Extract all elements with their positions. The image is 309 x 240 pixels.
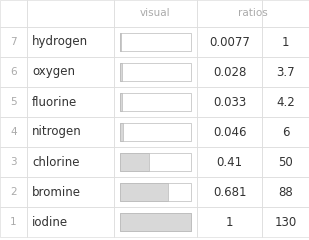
- Bar: [27, 207, 114, 237]
- Text: 0.681: 0.681: [213, 186, 246, 198]
- Text: 0.0077: 0.0077: [209, 36, 250, 48]
- Bar: [114, 147, 197, 177]
- Text: 3: 3: [10, 157, 17, 167]
- Text: 5: 5: [10, 97, 17, 107]
- Bar: [27, 117, 114, 147]
- Bar: [0, 207, 27, 237]
- Bar: [120, 63, 191, 81]
- Text: 1: 1: [282, 36, 289, 48]
- Text: 6: 6: [282, 126, 289, 138]
- Bar: [0, 27, 27, 57]
- Text: 1: 1: [10, 217, 17, 227]
- Bar: [120, 213, 191, 231]
- Bar: [262, 0, 309, 27]
- Bar: [27, 27, 114, 57]
- Bar: [120, 153, 191, 171]
- Text: visual: visual: [140, 8, 171, 18]
- Bar: [0, 57, 27, 87]
- Bar: [27, 177, 114, 207]
- Bar: [262, 207, 309, 237]
- Text: 130: 130: [274, 216, 297, 228]
- Text: 3.7: 3.7: [276, 66, 295, 78]
- Text: 6: 6: [10, 67, 17, 77]
- Bar: [114, 117, 197, 147]
- Bar: [197, 147, 262, 177]
- Bar: [262, 87, 309, 117]
- Bar: [0, 117, 27, 147]
- Bar: [120, 123, 191, 141]
- Bar: [0, 177, 27, 207]
- Bar: [114, 177, 197, 207]
- Text: hydrogen: hydrogen: [32, 36, 88, 48]
- Bar: [197, 117, 262, 147]
- Bar: [197, 0, 262, 27]
- Bar: [197, 27, 262, 57]
- Text: bromine: bromine: [32, 186, 81, 198]
- Bar: [120, 33, 191, 51]
- Bar: [114, 0, 197, 27]
- Bar: [262, 57, 309, 87]
- Bar: [262, 147, 309, 177]
- Bar: [27, 87, 114, 117]
- Bar: [197, 207, 262, 237]
- Text: ratios: ratios: [238, 8, 268, 18]
- Bar: [120, 183, 191, 201]
- Bar: [114, 27, 197, 57]
- Text: 0.028: 0.028: [213, 66, 246, 78]
- Bar: [120, 123, 123, 141]
- Text: 0.033: 0.033: [213, 96, 246, 108]
- Text: 2: 2: [10, 187, 17, 197]
- Text: fluorine: fluorine: [32, 96, 77, 108]
- Text: oxygen: oxygen: [32, 66, 75, 78]
- Text: 0.41: 0.41: [216, 156, 243, 168]
- Bar: [120, 63, 122, 81]
- Text: 0.046: 0.046: [213, 126, 246, 138]
- Text: 4.2: 4.2: [276, 96, 295, 108]
- Text: iodine: iodine: [32, 216, 68, 228]
- Text: 1: 1: [226, 216, 233, 228]
- Bar: [197, 87, 262, 117]
- Bar: [120, 153, 149, 171]
- Bar: [120, 93, 122, 111]
- Bar: [114, 207, 197, 237]
- Text: 4: 4: [10, 127, 17, 137]
- Bar: [262, 177, 309, 207]
- Bar: [0, 87, 27, 117]
- Bar: [120, 33, 121, 51]
- Text: nitrogen: nitrogen: [32, 126, 82, 138]
- Text: chlorine: chlorine: [32, 156, 79, 168]
- Bar: [114, 57, 197, 87]
- Bar: [114, 87, 197, 117]
- Bar: [27, 57, 114, 87]
- Bar: [262, 27, 309, 57]
- Bar: [0, 0, 27, 27]
- Bar: [197, 177, 262, 207]
- Bar: [120, 93, 191, 111]
- Text: 7: 7: [10, 37, 17, 47]
- Bar: [120, 213, 191, 231]
- Bar: [27, 0, 114, 27]
- Bar: [27, 147, 114, 177]
- Text: 88: 88: [278, 186, 293, 198]
- Bar: [120, 183, 168, 201]
- Bar: [197, 57, 262, 87]
- Bar: [262, 117, 309, 147]
- Text: 50: 50: [278, 156, 293, 168]
- Bar: [0, 147, 27, 177]
